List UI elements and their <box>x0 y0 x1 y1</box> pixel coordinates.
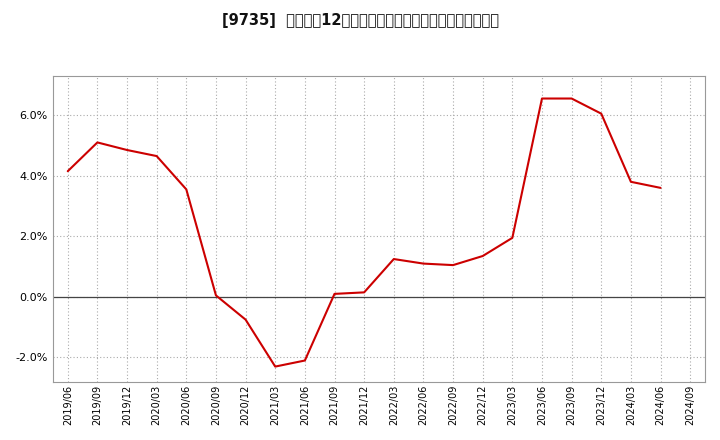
Text: [9735]  売上高の12か月移動合計の対前年同期増減率の推移: [9735] 売上高の12か月移動合計の対前年同期増減率の推移 <box>222 13 498 28</box>
